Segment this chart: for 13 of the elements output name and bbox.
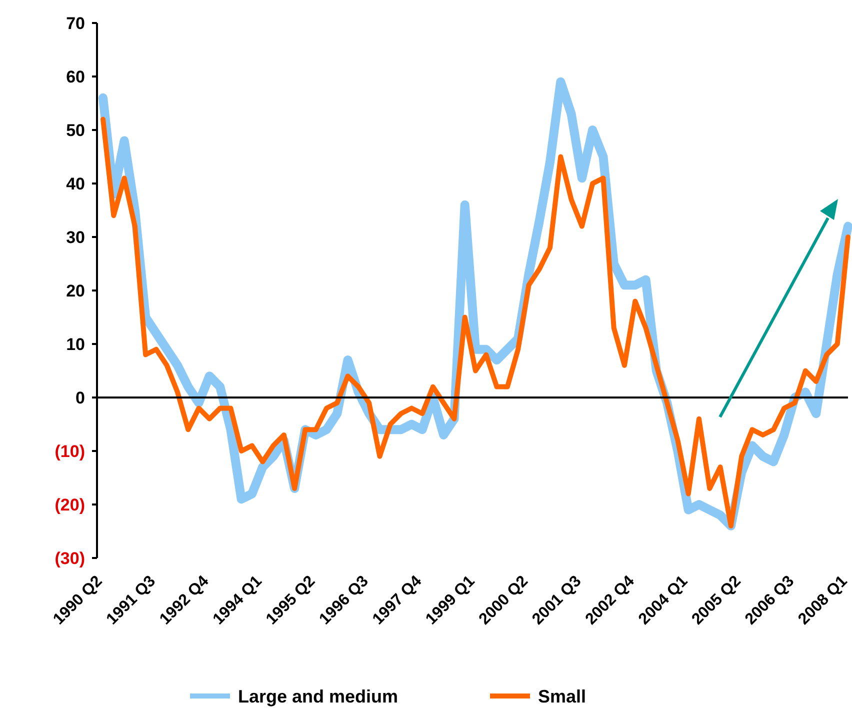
legend-label: Large and medium bbox=[238, 686, 398, 706]
y-tick-label: 10 bbox=[66, 334, 85, 354]
y-tick-label: (10) bbox=[54, 442, 85, 461]
legend-label: Small bbox=[538, 686, 586, 706]
y-tick-label: 30 bbox=[66, 228, 85, 247]
y-tick-label: 40 bbox=[66, 174, 85, 194]
y-tick-label: (30) bbox=[54, 548, 85, 568]
y-tick-label: 0 bbox=[76, 388, 85, 408]
y-tick-label: 60 bbox=[66, 67, 85, 86]
y-tick-label: 50 bbox=[66, 120, 85, 140]
y-tick-label: 20 bbox=[66, 281, 85, 300]
y-tick-label: (20) bbox=[54, 495, 85, 514]
y-tick-label: 70 bbox=[66, 14, 85, 33]
